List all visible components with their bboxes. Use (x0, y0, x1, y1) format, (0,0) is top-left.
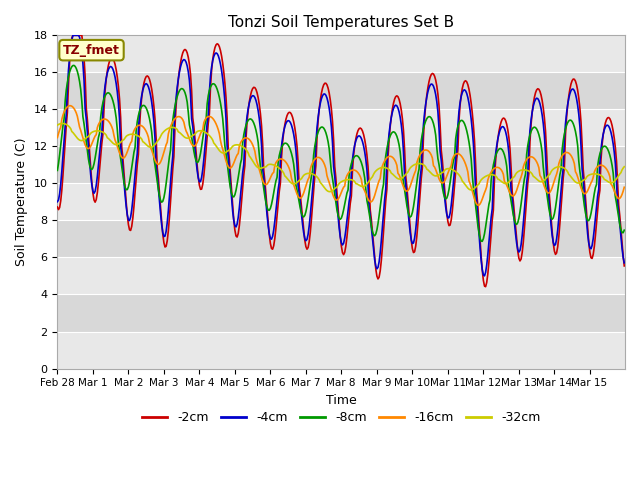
Bar (58, 295, 625, 332)
Title: Tonzi Soil Temperatures Set B: Tonzi Soil Temperatures Set B (228, 15, 454, 30)
-8cm (54, 168, 61, 173)
-32cm (562, 166, 570, 172)
-32cm (54, 122, 61, 128)
Bar (58, 183, 625, 220)
Line: -32cm: -32cm (58, 123, 624, 192)
Line: -2cm: -2cm (58, 36, 624, 287)
-16cm (520, 164, 527, 170)
-32cm (520, 167, 527, 173)
Line: -16cm: -16cm (58, 106, 624, 205)
-4cm (243, 113, 251, 119)
Bar (58, 36, 625, 72)
Bar (58, 332, 625, 369)
-2cm (304, 245, 312, 251)
Bar (58, 72, 625, 109)
-4cm (54, 199, 61, 204)
-2cm (562, 132, 570, 138)
Line: -8cm: -8cm (58, 65, 624, 241)
X-axis label: Time: Time (326, 394, 356, 407)
-2cm (243, 119, 251, 124)
-2cm (54, 204, 61, 210)
Bar (58, 220, 625, 257)
-8cm (479, 239, 486, 244)
-2cm (482, 284, 490, 289)
Line: -4cm: -4cm (58, 36, 624, 276)
Legend: -2cm, -4cm, -8cm, -16cm, -32cm: -2cm, -4cm, -8cm, -16cm, -32cm (137, 406, 545, 429)
-2cm (520, 239, 527, 245)
-8cm (562, 126, 570, 132)
-4cm (562, 121, 570, 127)
-32cm (325, 189, 333, 194)
Y-axis label: Soil Temperature (C): Soil Temperature (C) (15, 138, 28, 266)
-16cm (562, 150, 570, 156)
-2cm (69, 33, 77, 38)
-32cm (620, 164, 628, 169)
-2cm (620, 263, 628, 269)
-8cm (136, 108, 143, 114)
Bar (58, 109, 625, 146)
Bar (58, 146, 625, 183)
-32cm (136, 134, 143, 140)
-32cm (304, 170, 312, 176)
-8cm (620, 227, 628, 233)
-2cm (65, 81, 72, 87)
Bar (58, 257, 625, 295)
-16cm (304, 176, 312, 182)
-16cm (65, 103, 72, 109)
-4cm (69, 33, 77, 38)
-16cm (136, 122, 143, 128)
-16cm (66, 103, 74, 108)
-16cm (243, 135, 251, 141)
-32cm (66, 124, 74, 130)
-16cm (620, 184, 628, 190)
-8cm (243, 120, 251, 125)
-4cm (304, 231, 312, 237)
-16cm (54, 135, 61, 141)
-4cm (620, 260, 628, 266)
-8cm (65, 73, 72, 79)
-4cm (136, 110, 143, 116)
-4cm (520, 220, 527, 226)
Text: TZ_fmet: TZ_fmet (63, 44, 120, 57)
-8cm (520, 183, 527, 189)
-32cm (58, 120, 66, 126)
-2cm (136, 125, 143, 131)
-16cm (474, 203, 482, 208)
-4cm (481, 273, 488, 279)
-4cm (65, 67, 72, 73)
-8cm (70, 62, 78, 68)
-8cm (304, 196, 312, 202)
-32cm (243, 148, 251, 154)
